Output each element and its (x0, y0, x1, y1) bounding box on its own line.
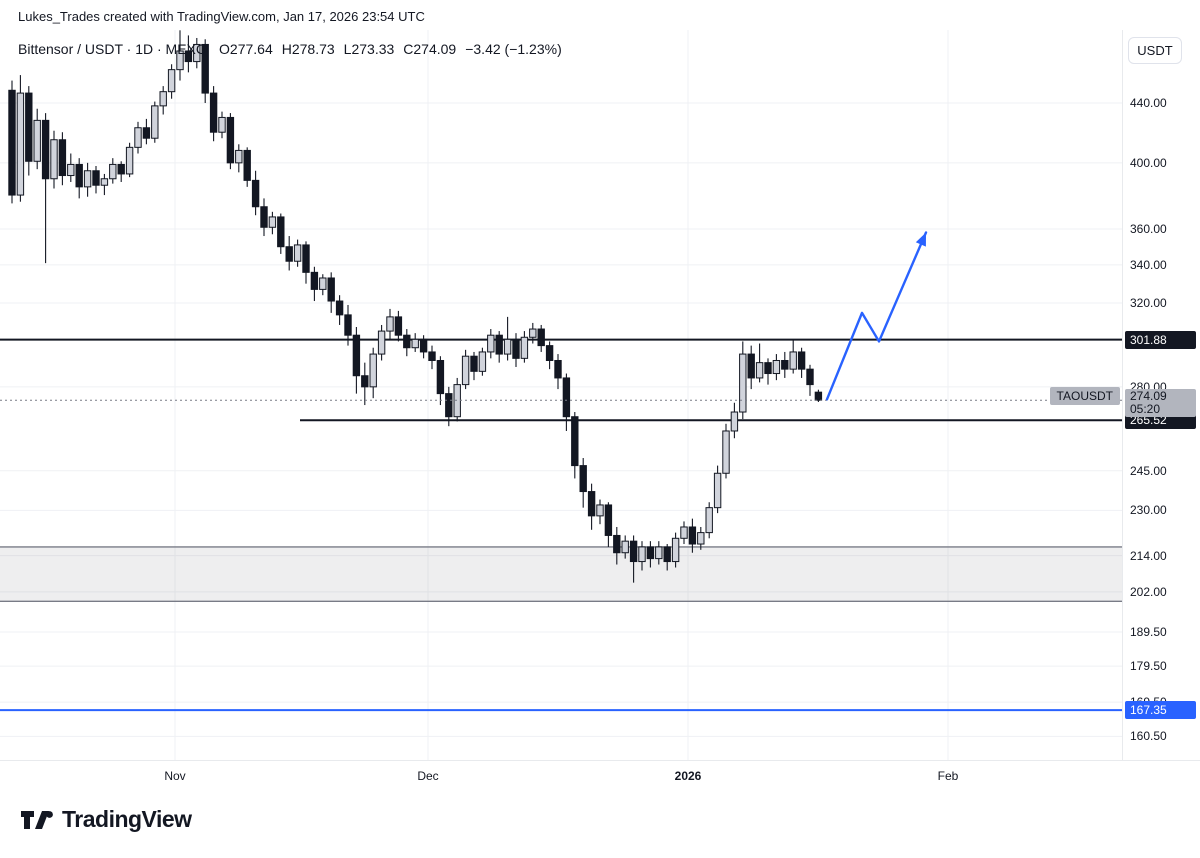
price-axis[interactable]: 440.00 400.00 360.00 340.00 320.00 280.00 245.… (1122, 30, 1200, 760)
legend-change: −3.42 (−1.23%) (465, 41, 562, 57)
chart-canvas[interactable] (0, 30, 1122, 760)
grid (0, 30, 1122, 760)
price-tick: 189.50 (1130, 625, 1167, 640)
price-tick: 202.00 (1130, 584, 1167, 599)
current-price-tag: 274.09 05:20 (1125, 389, 1196, 418)
chart-area: Bittensor / USDT · 1D · MEXC O277.64 H27… (0, 30, 1200, 793)
price-tick: 160.50 (1130, 729, 1167, 744)
footer: TradingView (0, 792, 1200, 858)
legend-close: C274.09 (403, 41, 457, 57)
candles (8, 30, 823, 583)
price-tick: 360.00 (1130, 222, 1167, 237)
legend-high: H278.73 (281, 41, 335, 57)
price-tick: 214.00 (1130, 548, 1167, 563)
current-price-value: 274.09 (1130, 389, 1167, 404)
legend-symbol-title: Bittensor / USDT · 1D · MEXC (18, 41, 207, 57)
tradingview-logo[interactable]: TradingView (20, 806, 192, 833)
time-axis-label: 2026 (674, 769, 702, 783)
price-tick: 230.00 (1130, 503, 1167, 518)
price-tick: 340.00 (1130, 257, 1167, 272)
legend: Bittensor / USDT · 1D · MEXC O277.64 H27… (18, 41, 562, 57)
price-tick: 440.00 (1130, 96, 1167, 110)
attribution-text: Lukes_Trades created with TradingView.co… (18, 9, 425, 24)
trend-arrow-drawing[interactable] (825, 231, 928, 401)
price-level-tag: 167.35 (1125, 701, 1196, 720)
price-tick: 400.00 (1130, 155, 1167, 170)
symbol-price-label: TAOUSDT (1049, 387, 1120, 406)
horizontal-level-lines[interactable] (0, 338, 1122, 712)
tradingview-logo-icon (21, 810, 53, 829)
time-axis[interactable]: Nov Dec 2026 Feb (0, 760, 1200, 793)
tradingview-logo-text: TradingView (62, 806, 192, 832)
price-level-tag: 301.88 (1125, 330, 1196, 349)
currency-toggle-button[interactable]: USDT (1128, 37, 1182, 64)
legend-low: L273.33 (343, 41, 395, 57)
time-axis-label: Dec (417, 769, 439, 783)
price-tick: 320.00 (1130, 295, 1167, 310)
price-tick: 245.00 (1130, 463, 1167, 478)
time-axis-label: Nov (164, 769, 186, 783)
time-axis-label: Feb (937, 769, 959, 783)
bar-countdown: 05:20 (1130, 402, 1161, 417)
legend-open: O277.64 (219, 41, 273, 57)
price-tick: 179.50 (1130, 659, 1167, 674)
price-zone-drawing[interactable] (0, 546, 1122, 602)
